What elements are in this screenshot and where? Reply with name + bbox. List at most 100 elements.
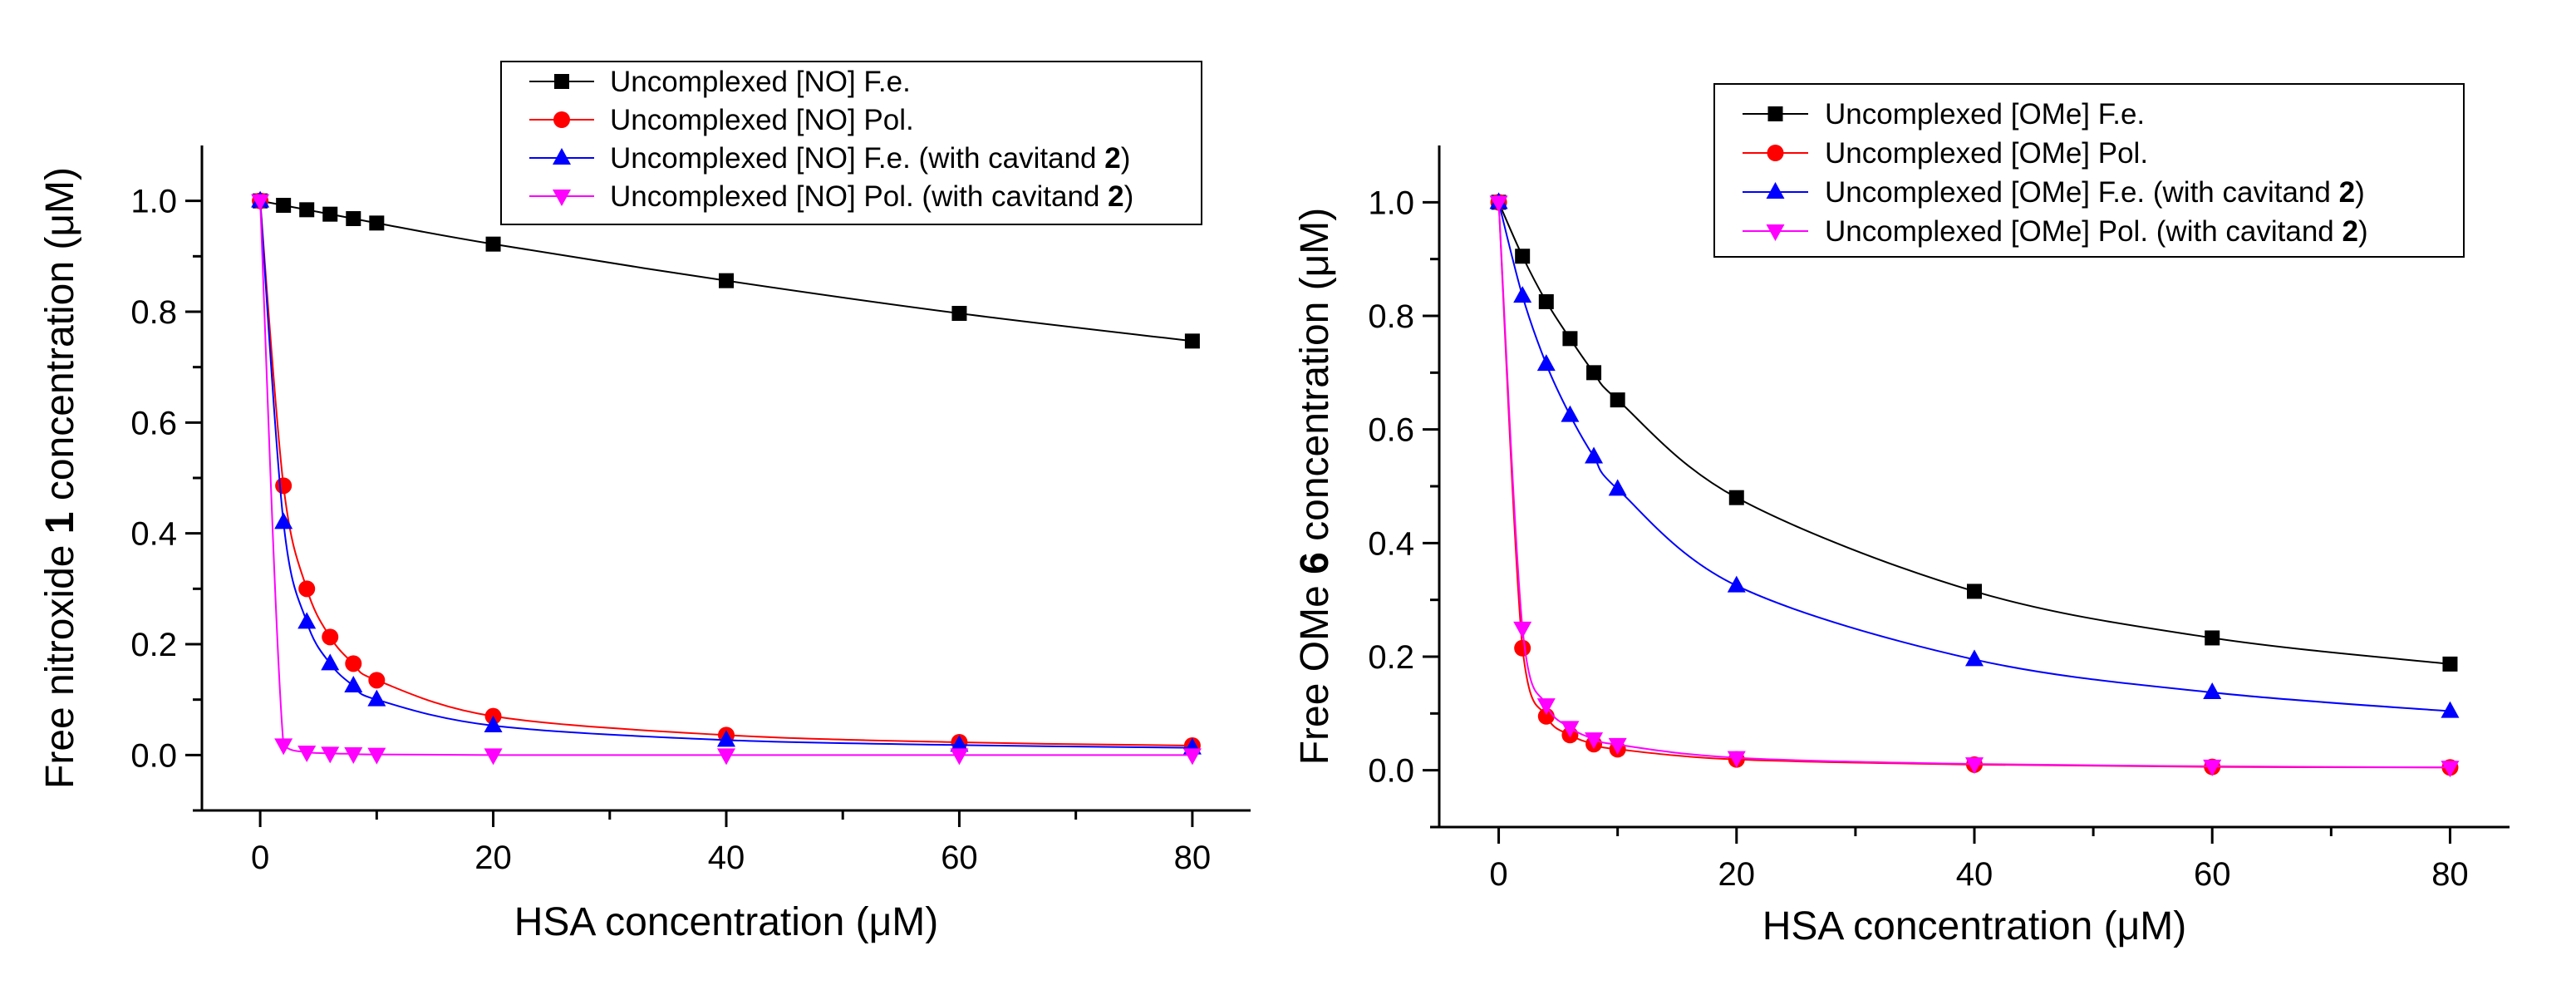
y-tick-label: 0.4 [130, 516, 177, 553]
y-tick-label: 0.2 [130, 627, 177, 663]
legend-box [500, 61, 1202, 225]
data-point [369, 215, 385, 231]
data-point [251, 194, 270, 211]
legend-marker [553, 111, 570, 128]
label-part: Uncomplexed [OMe] F.e. [1825, 98, 2145, 131]
data-point [344, 676, 363, 692]
y-axis-title: Free nitroxide 1 concentration (μM) [38, 167, 82, 789]
label-part: ) [2358, 215, 2368, 248]
data-point [2442, 656, 2458, 672]
x-ticks: 0 20 40 60 80 [1489, 827, 2469, 893]
data-point [1489, 195, 1508, 213]
label-part: concentration (μM) [38, 167, 82, 511]
data-point [275, 477, 293, 495]
y-axis-title: Free OMe 6 concentration (μM) [1293, 208, 1337, 766]
series-2 [1490, 194, 2459, 776]
y-tick-label: 1.0 [130, 184, 177, 220]
legend-marker [1767, 106, 1783, 121]
label-part: Uncomplexed [OMe] F.e. (with cavitand [1825, 176, 2339, 209]
data-point [1585, 732, 1604, 750]
data-point [1965, 757, 1984, 775]
data-point [1513, 286, 1532, 303]
y-tick-label: 0.4 [1368, 525, 1414, 562]
data-point [346, 211, 361, 226]
data-point [367, 747, 386, 765]
x-axis-title: HSA concentration (μM) [1762, 904, 2187, 948]
data-point [322, 628, 339, 646]
x-tick-label: 80 [2431, 856, 2469, 893]
data-point [1513, 621, 1532, 638]
data-point [1727, 751, 1746, 768]
data-point [345, 655, 362, 672]
bold-label-part: 6 [1293, 552, 1337, 574]
data-point [1561, 405, 1580, 422]
data-point [367, 689, 386, 707]
legend-marker [553, 190, 571, 206]
chart-2: 0 20 40 60 80 0.0 0.2 0.4 0.6 0.8 1.0 HSA concentra… [1293, 83, 2510, 948]
legend-label: Uncomplexed [NO] F.e. [610, 66, 911, 98]
series-3 [1489, 192, 2460, 718]
x-tick-label: 20 [474, 840, 512, 876]
legend-item: Uncomplexed [NO] Pol. [529, 104, 914, 136]
legend-label: Uncomplexed [OMe] F.e. (with cavitand 2) [1825, 176, 2365, 209]
data-point [1538, 293, 1554, 309]
chart-1: 0 20 40 60 80 0.0 0.2 0.4 0.6 0.8 1.0 HSA concentra… [38, 61, 1251, 944]
data-point [951, 306, 967, 321]
data-point [344, 747, 363, 764]
legend-label: Uncomplexed [NO] Pol. (with cavitand 2) [610, 180, 1133, 213]
label-part: ) [1124, 180, 1134, 213]
data-point [298, 580, 316, 598]
data-point [2203, 759, 2222, 776]
data-point [950, 748, 969, 766]
bold-label-part: 2 [2339, 176, 2355, 209]
y-tick-label: 0.0 [1368, 753, 1414, 790]
y-ticks: 0.0 0.2 0.4 0.6 0.8 1.0 [130, 184, 202, 812]
legend-item: Uncomplexed [OMe] F.e. (with cavitand 2) [1743, 176, 2365, 209]
y-tick-label: 1.0 [1368, 185, 1414, 221]
x-tick-label: 0 [1489, 856, 1507, 893]
data-point [717, 748, 735, 766]
x-tick-label: 40 [708, 840, 745, 876]
legend-box [1713, 83, 2465, 258]
data-point [1965, 649, 1984, 667]
data-point [299, 202, 315, 218]
legend-marker [1766, 182, 1785, 199]
data-point [297, 612, 317, 629]
series-4 [1489, 195, 2460, 778]
legend: Uncomplexed [NO] F.e. Uncomplexed [NO] Po… [500, 61, 1202, 225]
data-point [484, 748, 503, 766]
legend-label: Uncomplexed [OMe] F.e. [1825, 98, 2145, 131]
data-point [322, 206, 338, 222]
series-line [1497, 202, 2451, 769]
data-point [321, 746, 340, 764]
label-part: Uncomplexed [OMe] Pol. (with cavitand [1825, 215, 2342, 248]
data-point [1182, 748, 1202, 766]
series-line [259, 200, 1192, 746]
legend-marker [1766, 224, 1785, 241]
legend-label: Uncomplexed [OMe] Pol. (with cavitand 2) [1825, 215, 2368, 248]
x-tick-label: 60 [941, 840, 978, 876]
x-tick-label: 40 [1956, 856, 1993, 893]
label-part: Uncomplexed [NO] Pol. [610, 104, 914, 136]
data-point [1585, 446, 1604, 464]
axes [200, 145, 1251, 812]
data-point [274, 738, 293, 756]
data-point [1608, 479, 1627, 496]
data-point [484, 716, 503, 732]
data-point [1608, 737, 1627, 755]
data-point [1727, 575, 1746, 593]
data-point [297, 746, 317, 762]
x-tick-label: 20 [1718, 856, 1756, 893]
data-point [2203, 682, 2222, 700]
legend-label: Uncomplexed [OMe] Pol. [1825, 137, 2148, 170]
legend-label: Uncomplexed [NO] F.e. (with cavitand 2) [610, 142, 1130, 175]
legend-marker [1767, 145, 1784, 161]
data-point [2441, 761, 2460, 778]
x-tick-label: 0 [251, 840, 269, 876]
bold-label-part: 1 [38, 511, 82, 534]
data-point [1514, 639, 1531, 657]
data-point [1610, 392, 1625, 408]
data-point [1184, 333, 1200, 349]
series-1 [1491, 195, 2458, 672]
label-part: Uncomplexed [NO] F.e. [610, 66, 911, 98]
